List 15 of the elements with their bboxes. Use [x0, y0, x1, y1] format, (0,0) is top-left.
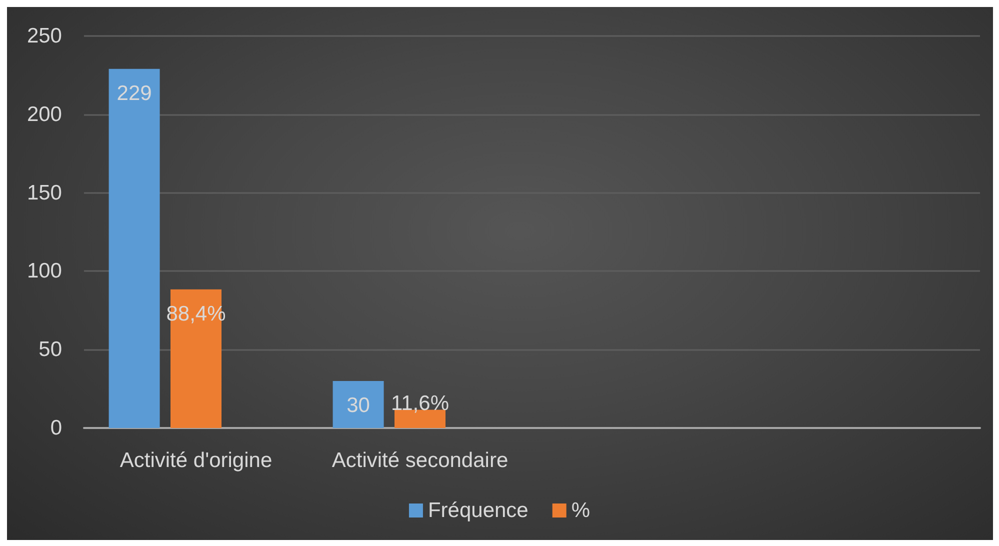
bar [332, 380, 384, 428]
bar [108, 68, 160, 428]
y-tick-label: 200 [26, 102, 62, 126]
x-tick-label: Activité secondaire [332, 449, 508, 472]
x-tick-label: Activité d'origine [120, 449, 272, 472]
y-tick-label: 0 [50, 416, 62, 440]
data-label: 11,6% [391, 392, 449, 415]
y-tick-label: 250 [26, 24, 62, 48]
y-tick-label: 50 [38, 338, 62, 362]
legend-label: Fréquence [428, 499, 528, 522]
data-label: 30 [346, 394, 370, 417]
legend-label: % [571, 499, 590, 522]
y-tick-label: 100 [26, 260, 62, 283]
y-tick-label: 150 [26, 181, 62, 204]
data-label: 229 [116, 82, 152, 105]
